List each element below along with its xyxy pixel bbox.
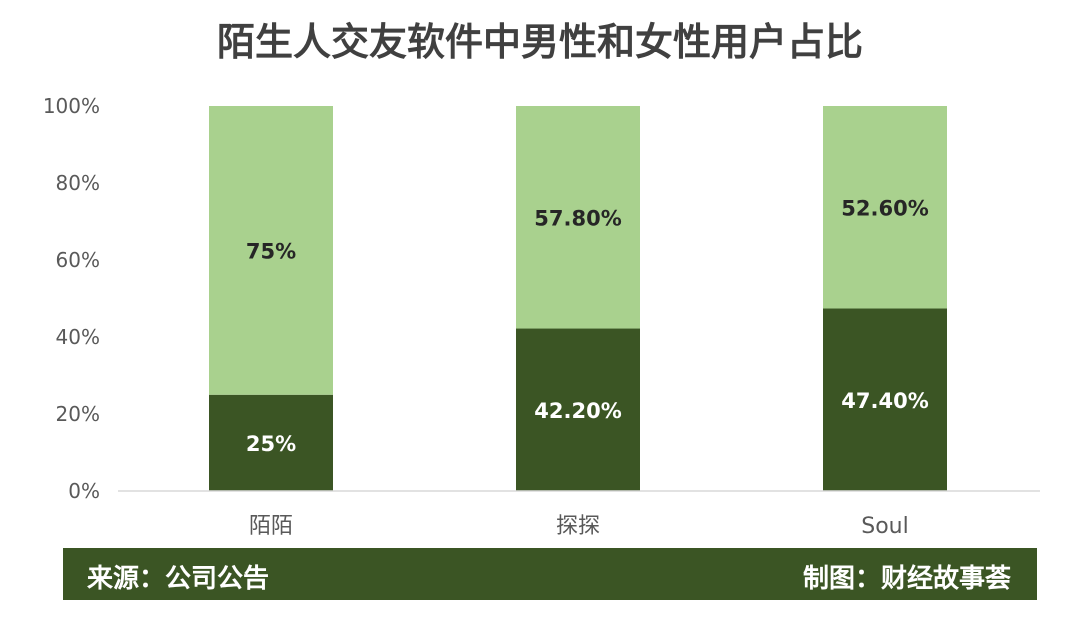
source-note: 来源：公司公告: [87, 564, 270, 594]
y-tick-label: 100%: [43, 94, 100, 118]
bar-segment: [516, 328, 640, 491]
y-tick-label: 80%: [56, 171, 100, 195]
data-label: 57.80%: [534, 206, 621, 230]
y-tick-label: 60%: [56, 248, 100, 272]
bar-segment: [209, 106, 333, 395]
y-tick-label: 0%: [68, 479, 100, 503]
credit-note: 制图：财经故事荟: [802, 564, 1011, 594]
bar-segment: [209, 394, 333, 491]
bar-segment: [516, 106, 640, 329]
data-label: 52.60%: [841, 196, 928, 220]
y-axis: 0% 20% 40% 60% 80% 100%: [43, 94, 100, 503]
data-label: 25%: [246, 432, 296, 456]
x-category-label: Soul: [861, 514, 908, 539]
x-category-label: 探探: [556, 514, 600, 539]
bar-segment: [823, 308, 947, 491]
y-tick-label: 40%: [56, 325, 100, 349]
bars: 25% 75% 42.20% 57.80% 47.40% 52.60%: [209, 106, 947, 491]
data-label: 42.20%: [534, 399, 621, 423]
chart-title: 陌生人交友软件中男性和女性用户占比: [217, 20, 863, 64]
footer-banner: 来源：公司公告 制图：财经故事荟: [63, 548, 1037, 600]
bar-segment: [823, 106, 947, 309]
data-label: 47.40%: [841, 389, 928, 413]
x-axis: 陌陌 探探 Soul: [249, 514, 909, 539]
data-label: 75%: [246, 239, 296, 263]
y-tick-label: 20%: [56, 402, 100, 426]
x-category-label: 陌陌: [249, 514, 293, 539]
